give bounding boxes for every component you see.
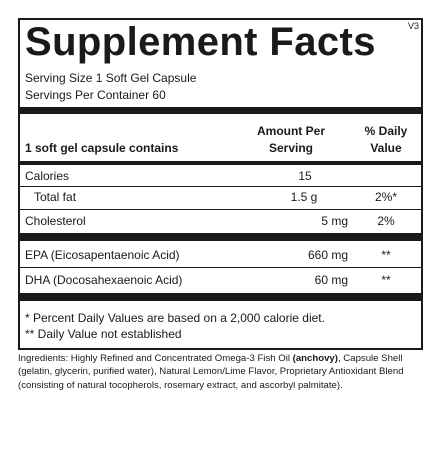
row-divider — [20, 209, 421, 210]
thick-divider-header — [20, 161, 421, 165]
row-divider — [20, 186, 421, 187]
row-divider — [20, 267, 421, 268]
nutrient-daily-value: 2% — [377, 214, 395, 228]
nutrient-name: EPA (Eicosapentaenoic Acid) — [25, 248, 180, 262]
ingredients-text-part: , Capsule Shell (gelatin, glycerin, puri… — [18, 353, 404, 391]
nutrient-name: Total fat — [34, 190, 77, 204]
allergen-text: (anchovy) — [292, 353, 338, 364]
amount-header-line2: Serving — [268, 141, 313, 155]
nutrient-name: Cholesterol — [25, 214, 86, 228]
panel-title: Supplement Facts — [25, 20, 376, 64]
nutrient-amount: 60 mg — [314, 273, 348, 287]
nutrient-daily-value: ** — [381, 248, 391, 262]
nutrient-amount: 5 mg — [321, 214, 348, 228]
version-label: V3 — [407, 21, 419, 31]
servings-per-container: Servings Per Container 60 — [25, 88, 166, 102]
amount-header-line1: Amount Per — [256, 124, 325, 138]
thick-divider-middle — [20, 233, 421, 241]
nutrient-daily-value: 2%* — [374, 190, 397, 204]
ingredients-text: Ingredients: Highly Refined and Concentr… — [18, 352, 426, 392]
dv-header-line1: % Daily — [364, 124, 408, 138]
nutrient-amount: 660 mg — [307, 248, 348, 262]
nutrient-name: DHA (Docosahexaenoic Acid) — [25, 273, 183, 287]
ingredients-text-part: Ingredients: Highly Refined and Concentr… — [18, 353, 293, 364]
nutrient-name: Calories — [25, 169, 70, 183]
footnote-daily-value: * Percent Daily Values are based on a 2,… — [25, 311, 325, 325]
thick-divider-top — [20, 107, 421, 114]
footnote-not-established: ** Daily Value not established — [25, 327, 182, 341]
serving-size: Serving Size 1 Soft Gel Capsule — [25, 71, 197, 85]
nutrient-amount: 15 — [298, 169, 312, 183]
thick-divider-bottom — [20, 293, 421, 301]
contains-header: 1 soft gel capsule contains — [25, 141, 179, 155]
supplement-facts-panel: V3 Supplement Facts Serving Size 1 Soft … — [18, 18, 423, 350]
nutrient-amount: 1.5 g — [290, 190, 318, 204]
dv-header-line2: Value — [370, 141, 402, 155]
nutrient-daily-value: ** — [381, 273, 391, 287]
